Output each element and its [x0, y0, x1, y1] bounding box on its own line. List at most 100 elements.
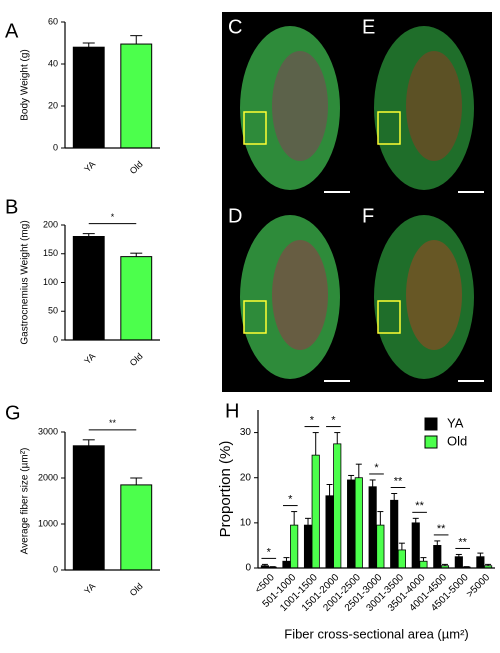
tissue-stain	[272, 51, 328, 161]
error-bar	[420, 557, 427, 562]
y-tick-label: 100	[43, 277, 58, 287]
panel-letter: C	[228, 16, 242, 38]
y-tick-label: 50	[48, 306, 58, 316]
bar	[120, 256, 153, 341]
y-tick-label: 0	[53, 142, 58, 152]
significance-label: *	[374, 462, 379, 474]
y-tick-label: 0	[53, 564, 58, 574]
region-box	[377, 111, 401, 145]
bar	[390, 499, 399, 569]
bar	[411, 522, 420, 569]
bar	[347, 479, 356, 569]
error-bar	[261, 563, 268, 566]
x-tick-label: Old	[128, 159, 145, 176]
legend-label: YA	[447, 415, 464, 430]
tissue-stain	[406, 240, 462, 350]
panel-letter: G	[5, 402, 21, 424]
x-tick-label: YA	[82, 581, 97, 596]
bar	[325, 495, 334, 569]
x-tick-label: YA	[82, 159, 97, 174]
x-tick-label: >5000	[465, 572, 493, 600]
tissue-stain	[272, 240, 328, 350]
bar	[454, 556, 463, 569]
y-tick-label: 60	[48, 16, 58, 26]
bar	[311, 454, 320, 569]
bar	[303, 524, 313, 569]
error-bar	[312, 432, 319, 456]
x-axis-title: Fiber cross-sectional area (µm²)	[284, 626, 468, 641]
y-tick-label: 0	[245, 563, 251, 574]
legend-swatch	[424, 435, 438, 449]
y-tick-label: 1000	[38, 518, 58, 528]
y-tick-label: 30	[240, 427, 252, 438]
error-bar	[291, 511, 298, 526]
error-bar	[455, 553, 462, 557]
error-bar	[82, 42, 95, 48]
bar	[368, 486, 377, 569]
y-tick-label: 20	[48, 100, 58, 110]
error-bar	[130, 252, 143, 257]
y-axis-title: Gastrocnemius Weight (mg)	[20, 220, 31, 344]
error-bar	[326, 483, 333, 496]
legend-swatch	[424, 417, 438, 431]
bar	[282, 560, 291, 569]
error-bar	[82, 439, 95, 446]
significance-label: **	[415, 500, 424, 512]
significance-label: *	[288, 493, 293, 505]
y-axis-title: Proportion (%)	[217, 441, 234, 538]
y-tick-label: 150	[43, 248, 58, 258]
region-box	[243, 111, 267, 145]
x-tick-label: Old	[128, 351, 145, 368]
bar	[354, 477, 363, 569]
significance-label: *	[111, 212, 115, 222]
error-bar	[412, 517, 419, 523]
significance-label: **	[109, 418, 117, 428]
bar	[72, 236, 105, 341]
error-bar	[369, 479, 376, 487]
y-tick-label: 2000	[38, 472, 58, 482]
significance-label: *	[267, 546, 272, 558]
bar	[290, 524, 299, 569]
error-bar	[377, 511, 384, 526]
bar	[419, 560, 428, 569]
bar	[72, 445, 105, 571]
error-bar	[305, 517, 312, 526]
bar	[476, 556, 485, 569]
panel-letter: H	[225, 400, 239, 422]
error-bar	[283, 557, 290, 562]
tissue-stain	[406, 51, 462, 161]
panel-letter: E	[362, 16, 375, 38]
y-axis-title: Body Weight (g)	[20, 49, 31, 121]
significance-label: *	[310, 414, 315, 426]
error-bar	[130, 477, 143, 485]
error-bar	[130, 35, 143, 45]
region-box	[377, 300, 401, 334]
error-bar	[441, 563, 448, 566]
bar	[72, 46, 105, 149]
panel-letter: B	[5, 196, 18, 218]
error-bar	[434, 540, 441, 546]
y-tick-label: 3000	[38, 426, 58, 436]
error-bar	[355, 463, 362, 478]
panel-letter: F	[362, 205, 374, 227]
significance-label: **	[394, 475, 403, 487]
y-tick-label: 200	[43, 219, 58, 229]
x-tick-label: YA	[82, 351, 97, 366]
panel-letter: D	[228, 205, 242, 227]
bar	[433, 545, 442, 569]
error-bar	[485, 563, 492, 566]
significance-label: **	[437, 523, 446, 535]
y-axis-title: Average fiber size (µm²)	[20, 448, 31, 555]
error-bar	[82, 233, 95, 237]
error-bar	[348, 474, 355, 480]
panel-letter: A	[5, 20, 19, 42]
error-bar	[391, 493, 398, 501]
bar	[376, 524, 385, 569]
bar	[120, 484, 153, 571]
significance-label: *	[331, 414, 336, 426]
bar	[333, 443, 342, 569]
y-tick-label: 0	[53, 334, 58, 344]
error-bar	[398, 542, 405, 550]
bar	[120, 43, 153, 149]
